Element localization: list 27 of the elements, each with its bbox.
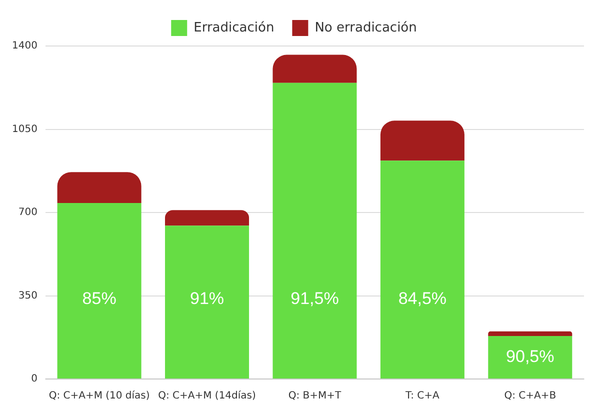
bar	[488, 336, 572, 378]
x-tick-label: Q: C+A+B	[504, 390, 556, 402]
legend-label: Erradicación	[194, 20, 274, 36]
y-tick-label: 700	[18, 207, 38, 218]
annotation: 91%	[190, 288, 224, 308]
annotation: 90,5%	[506, 346, 554, 366]
bar	[165, 226, 250, 378]
y-tick-label: 0	[31, 374, 38, 385]
bar	[57, 172, 142, 203]
bar	[272, 82, 357, 378]
x-tick-label: Q: C+A+M (10 días)	[48, 390, 150, 402]
annotation: 84,5%	[398, 288, 447, 308]
bar	[380, 160, 464, 378]
annotation: 91,5%	[290, 288, 339, 308]
bar	[272, 54, 357, 83]
bar	[165, 210, 250, 226]
y-tick-label: 1400	[12, 40, 38, 52]
legend-label: No erradicación	[314, 20, 417, 36]
bar	[488, 331, 572, 336]
x-tick-label: Q: B+M+T	[288, 390, 342, 402]
annotation: 85%	[82, 288, 116, 308]
y-tick-label: 350	[18, 290, 38, 302]
y-tick-label: 1050	[12, 124, 38, 135]
x-tick-label: T: C+A	[404, 390, 440, 402]
x-tick-label: Q: C+A+M (14días)	[158, 390, 256, 402]
bar	[57, 202, 142, 378]
bar	[380, 120, 464, 161]
